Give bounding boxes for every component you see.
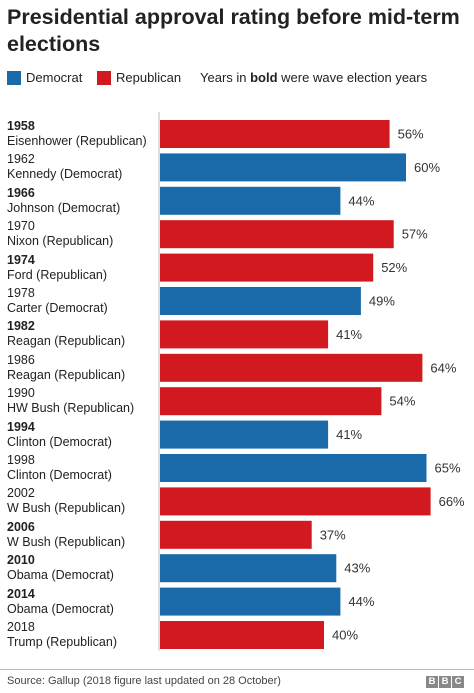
value-label-2006: 37% (320, 527, 346, 542)
year-label: 2014 (7, 586, 35, 601)
bar-1990 (160, 387, 382, 416)
row-label-2010: 2010 Obama (Democrat) (7, 553, 159, 583)
row-label-1982: 1982 Reagan (Republican) (7, 319, 159, 349)
bar-2014 (160, 587, 341, 616)
row-label-1986: 1986 Reagan (Republican) (7, 353, 159, 383)
legend-label-republican: Republican (116, 70, 182, 85)
year-label: 1982 (7, 319, 35, 334)
year-label: 2006 (7, 519, 35, 534)
president-label: Obama (Democrat) (7, 601, 114, 616)
bbc-logo: B B C (426, 676, 464, 688)
row-label-2002: 2002 W Bush (Republican) (7, 486, 159, 516)
legend-note: Years in bold were wave election years (200, 70, 427, 86)
value-label-2014: 44% (348, 594, 374, 609)
bar-2002 (160, 487, 431, 516)
president-label: Nixon (Republican) (7, 234, 114, 249)
year-label: 1998 (7, 453, 35, 467)
row-label-1994: 1994 Clinton (Democrat) (7, 420, 159, 450)
legend-swatch-democrat (7, 71, 21, 85)
year-label: 1974 (7, 252, 35, 267)
year-label: 1978 (7, 286, 35, 300)
bar-1982 (160, 320, 329, 349)
row-label-1962: 1962 Kennedy (Democrat) (7, 152, 159, 182)
value-label-1994: 41% (336, 427, 362, 442)
year-label: 1966 (7, 185, 35, 200)
president-label: Reagan (Republican) (7, 334, 126, 349)
president-label: Kennedy (Democrat) (7, 167, 123, 182)
president-label: Johnson (Democrat) (7, 200, 121, 215)
legend-note-bold: bold (250, 70, 278, 85)
president-label: W Bush (Republican) (7, 501, 126, 516)
value-label-1982: 41% (336, 327, 362, 342)
value-label-2010: 43% (344, 561, 370, 576)
year-label: 1994 (7, 419, 35, 434)
footer-divider (0, 669, 474, 670)
bbc-logo-letter-b1: B (426, 676, 438, 688)
row-label-1974: 1974 Ford (Republican) (7, 253, 159, 283)
bar-chart: 56% 60% 44% 57% 52% 49% 41% 64% 54% 41% 65% 66% 37% 4… (158, 112, 465, 651)
value-label-1986: 64% (430, 360, 456, 375)
value-label-1962: 60% (414, 160, 440, 175)
bar-1998 (160, 454, 427, 482)
year-label: 2018 (7, 620, 35, 634)
year-label: 1962 (7, 152, 35, 167)
value-label-1966: 44% (348, 193, 374, 208)
value-label-1974: 52% (381, 260, 407, 275)
row-label-1990: 1990 HW Bush (Republican) (7, 386, 159, 416)
president-label: Reagan (Republican) (7, 367, 126, 382)
bar-2010 (160, 554, 337, 583)
row-label-1966: 1966 Johnson (Democrat) (7, 186, 159, 216)
president-label: Obama (Democrat) (7, 568, 114, 583)
bar-1978 (160, 287, 361, 315)
year-label: 2010 (7, 553, 35, 568)
president-label: Eisenhower (Republican) (7, 134, 147, 148)
value-label-1958: 56% (398, 127, 424, 142)
president-label: Trump (Republican) (7, 635, 117, 649)
year-label: 1990 (7, 386, 35, 401)
legend-note-suffix: were wave election years (277, 70, 428, 85)
row-label-2018: 2018 Trump (Republican) (7, 620, 159, 650)
president-label: W Bush (Republican) (7, 534, 126, 549)
bar-1994 (160, 420, 329, 449)
bar-2006 (160, 520, 312, 549)
bbc-logo-letter-c: C (452, 676, 464, 688)
bar-1986 (160, 353, 423, 382)
bar-1966 (160, 186, 341, 215)
row-label-1970: 1970 Nixon (Republican) (7, 219, 159, 249)
value-label-2002: 66% (439, 494, 465, 509)
chart-title: Presidential approval rating before mid-… (7, 5, 460, 56)
year-label: 1986 (7, 352, 35, 367)
source-note: Source: Gallup (2018 figure last updated… (7, 675, 281, 687)
year-label: 2002 (7, 486, 35, 501)
bar-1974 (160, 253, 374, 282)
value-label-1978: 49% (369, 294, 395, 309)
row-label-2006: 2006 W Bush (Republican) (7, 520, 159, 550)
value-label-1998: 65% (435, 461, 461, 476)
bar-1970 (160, 220, 394, 249)
value-label-1990: 54% (389, 394, 415, 409)
row-label-1998: 1998 Clinton (Democrat) (7, 453, 159, 483)
president-label: HW Bush (Republican) (7, 401, 135, 416)
row-label-1978: 1978 Carter (Democrat) (7, 286, 159, 316)
row-label-1958: 1958 Eisenhower (Republican) (7, 119, 159, 149)
year-label: 1958 (7, 119, 35, 133)
president-label: Ford (Republican) (7, 267, 108, 282)
president-label: Clinton (Democrat) (7, 468, 112, 482)
legend-label-democrat: Democrat (26, 70, 83, 85)
value-label-1970: 57% (402, 227, 428, 242)
bar-1958 (160, 120, 390, 148)
value-label-2018: 40% (332, 628, 358, 643)
legend-note-prefix: Years in (200, 70, 251, 85)
legend: Democrat Republican Years in bold were w… (7, 70, 474, 86)
year-label: 1970 (7, 219, 35, 234)
legend-swatch-republican (97, 71, 111, 85)
row-label-2014: 2014 Obama (Democrat) (7, 587, 159, 617)
bar-2018 (160, 621, 324, 649)
bbc-logo-letter-b2: B (439, 676, 451, 688)
bar-1962 (160, 153, 406, 182)
president-label: Carter (Democrat) (7, 301, 108, 315)
president-label: Clinton (Democrat) (7, 434, 112, 449)
